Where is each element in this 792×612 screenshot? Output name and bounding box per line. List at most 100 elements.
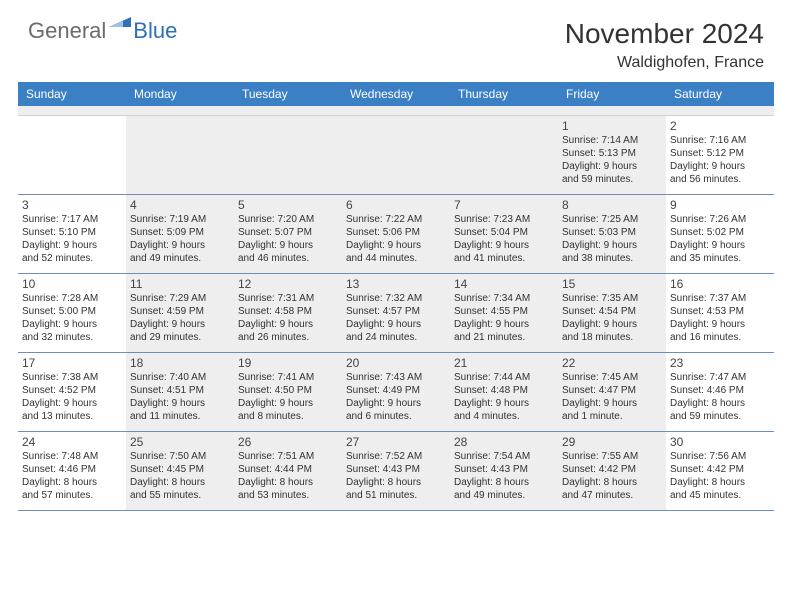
day-cell: 13Sunrise: 7:32 AMSunset: 4:57 PMDayligh… [342,274,450,352]
logo-flag-icon [109,13,131,36]
day-detail-line: Sunset: 4:58 PM [238,306,338,319]
day-detail-line: Sunrise: 7:40 AM [130,372,230,385]
day-number: 8 [562,198,662,213]
day-detail-line: Daylight: 9 hours [130,240,230,253]
day-number: 24 [22,435,122,450]
day-detail-line: Sunset: 5:09 PM [130,227,230,240]
day-detail-line: and 32 minutes. [22,332,122,345]
day-detail-line: Sunset: 5:07 PM [238,227,338,240]
day-cell: 25Sunrise: 7:50 AMSunset: 4:45 PMDayligh… [126,432,234,510]
day-detail-line: Daylight: 8 hours [22,477,122,490]
dow-header-row: SundayMondayTuesdayWednesdayThursdayFrid… [18,82,774,106]
day-detail-line: Sunset: 4:59 PM [130,306,230,319]
day-detail-line: Daylight: 9 hours [130,319,230,332]
day-detail-line: Daylight: 9 hours [346,240,446,253]
day-detail-line: Sunrise: 7:34 AM [454,293,554,306]
day-cell: 1Sunrise: 7:14 AMSunset: 5:13 PMDaylight… [558,116,666,194]
day-number: 6 [346,198,446,213]
day-detail-line: Sunset: 4:44 PM [238,464,338,477]
day-detail-line: Sunrise: 7:50 AM [130,451,230,464]
day-detail-line: and 13 minutes. [22,411,122,424]
day-detail-line: Daylight: 9 hours [562,161,662,174]
day-number: 16 [670,277,770,292]
week-row: 10Sunrise: 7:28 AMSunset: 5:00 PMDayligh… [18,274,774,353]
logo-text-blue: Blue [133,18,177,44]
day-cell [18,116,126,194]
day-detail-line: Sunset: 4:57 PM [346,306,446,319]
page-title: November 2024 [565,18,764,50]
day-detail-line: Daylight: 9 hours [346,398,446,411]
day-detail-line: Sunset: 4:43 PM [454,464,554,477]
day-number: 9 [670,198,770,213]
day-detail-line: and 56 minutes. [670,174,770,187]
day-cell: 12Sunrise: 7:31 AMSunset: 4:58 PMDayligh… [234,274,342,352]
day-cell: 20Sunrise: 7:43 AMSunset: 4:49 PMDayligh… [342,353,450,431]
day-detail-line: Daylight: 9 hours [670,240,770,253]
day-detail-line: Sunrise: 7:16 AM [670,135,770,148]
day-number: 30 [670,435,770,450]
day-detail-line: Sunrise: 7:52 AM [346,451,446,464]
day-detail-line: and 52 minutes. [22,253,122,266]
day-cell: 8Sunrise: 7:25 AMSunset: 5:03 PMDaylight… [558,195,666,273]
day-detail-line: and 47 minutes. [562,490,662,503]
day-detail-line: Sunrise: 7:38 AM [22,372,122,385]
day-detail-line: and 46 minutes. [238,253,338,266]
day-detail-line: Daylight: 9 hours [562,240,662,253]
day-number: 4 [130,198,230,213]
day-detail-line: Sunrise: 7:54 AM [454,451,554,464]
day-number: 20 [346,356,446,371]
day-cell: 17Sunrise: 7:38 AMSunset: 4:52 PMDayligh… [18,353,126,431]
day-detail-line: and 24 minutes. [346,332,446,345]
day-number: 19 [238,356,338,371]
day-detail-line: Sunset: 4:51 PM [130,385,230,398]
day-number: 5 [238,198,338,213]
day-detail-line: Sunrise: 7:48 AM [22,451,122,464]
day-detail-line: and 55 minutes. [130,490,230,503]
week-row: 1Sunrise: 7:14 AMSunset: 5:13 PMDaylight… [18,116,774,195]
day-detail-line: Sunset: 4:49 PM [346,385,446,398]
day-detail-line: Sunset: 4:42 PM [562,464,662,477]
day-detail-line: Daylight: 9 hours [22,240,122,253]
day-detail-line: Sunset: 4:53 PM [670,306,770,319]
day-cell: 24Sunrise: 7:48 AMSunset: 4:46 PMDayligh… [18,432,126,510]
day-detail-line: and 11 minutes. [130,411,230,424]
day-detail-line: Daylight: 9 hours [130,398,230,411]
day-detail-line: and 26 minutes. [238,332,338,345]
day-detail-line: Sunset: 4:55 PM [454,306,554,319]
day-detail-line: and 8 minutes. [238,411,338,424]
day-detail-line: Daylight: 8 hours [130,477,230,490]
day-detail-line: Sunrise: 7:31 AM [238,293,338,306]
day-detail-line: Daylight: 9 hours [454,319,554,332]
day-cell: 4Sunrise: 7:19 AMSunset: 5:09 PMDaylight… [126,195,234,273]
day-number: 17 [22,356,122,371]
day-cell [126,116,234,194]
day-detail-line: Sunrise: 7:29 AM [130,293,230,306]
day-detail-line: Daylight: 9 hours [670,161,770,174]
day-cell: 30Sunrise: 7:56 AMSunset: 4:42 PMDayligh… [666,432,774,510]
day-cell: 22Sunrise: 7:45 AMSunset: 4:47 PMDayligh… [558,353,666,431]
day-detail-line: Daylight: 9 hours [22,398,122,411]
day-cell: 6Sunrise: 7:22 AMSunset: 5:06 PMDaylight… [342,195,450,273]
day-detail-line: Daylight: 9 hours [670,319,770,332]
day-number: 23 [670,356,770,371]
dow-header-cell: Tuesday [234,82,342,106]
spacer-row [18,106,774,116]
day-detail-line: Sunrise: 7:47 AM [670,372,770,385]
day-detail-line: Sunrise: 7:51 AM [238,451,338,464]
day-detail-line: Daylight: 8 hours [670,398,770,411]
page-subtitle: Waldighofen, France [565,54,764,72]
header: General Blue November 2024 Waldighofen, … [0,0,792,82]
day-detail-line: Sunset: 4:47 PM [562,385,662,398]
day-detail-line: Daylight: 8 hours [238,477,338,490]
day-detail-line: Sunrise: 7:43 AM [346,372,446,385]
day-detail-line: Sunrise: 7:32 AM [346,293,446,306]
day-number: 10 [22,277,122,292]
dow-header-cell: Sunday [18,82,126,106]
day-cell: 5Sunrise: 7:20 AMSunset: 5:07 PMDaylight… [234,195,342,273]
day-detail-line: Sunset: 4:52 PM [22,385,122,398]
day-detail-line: Sunrise: 7:26 AM [670,214,770,227]
day-detail-line: Sunrise: 7:19 AM [130,214,230,227]
day-detail-line: Sunrise: 7:23 AM [454,214,554,227]
day-detail-line: Sunset: 4:45 PM [130,464,230,477]
day-number: 3 [22,198,122,213]
